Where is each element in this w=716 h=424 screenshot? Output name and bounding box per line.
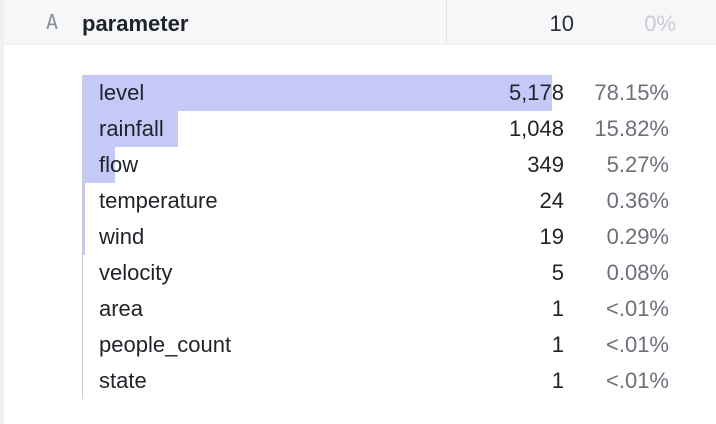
frequency-row[interactable]: temperature 24 0.36%	[83, 183, 683, 219]
frequency-row[interactable]: wind 19 0.29%	[83, 219, 683, 255]
frequency-row[interactable]: rainfall 1,048 15.82%	[83, 111, 683, 147]
value-percent: 78.15%	[594, 80, 669, 105]
value-count: 5	[551, 260, 564, 285]
frequency-row[interactable]: state 1 <.01%	[83, 363, 683, 399]
frequency-bar	[83, 183, 85, 219]
header-divider	[446, 0, 447, 44]
column-name: parameter	[82, 11, 189, 36]
value-percent: 0.29%	[606, 224, 669, 249]
frequency-bar	[83, 219, 85, 255]
value-label: temperature	[99, 188, 218, 213]
text-type-icon: A	[46, 10, 59, 34]
frequency-row[interactable]: area 1 <.01%	[83, 291, 683, 327]
value-percent: 0.08%	[606, 260, 669, 285]
value-frequency-list: level 5,178 78.15% rainfall 1,048 15.82%…	[82, 75, 683, 399]
value-count: 349	[527, 152, 564, 177]
value-percent: <.01%	[606, 368, 669, 393]
null-percent: 0%	[644, 11, 676, 36]
value-percent: 15.82%	[594, 116, 669, 141]
value-count: 24	[539, 188, 564, 213]
frequency-bar	[83, 75, 552, 111]
value-count: 19	[539, 224, 564, 249]
value-percent: 0.36%	[606, 188, 669, 213]
value-label: people_count	[99, 332, 232, 357]
value-label: flow	[99, 152, 139, 177]
frequency-row[interactable]: flow 349 5.27%	[83, 147, 683, 183]
value-percent: <.01%	[606, 332, 669, 357]
distinct-count: 10	[549, 11, 574, 36]
value-label: level	[99, 80, 145, 105]
value-count: 1	[551, 368, 564, 393]
value-label: velocity	[99, 260, 173, 285]
value-count: 1,048	[508, 116, 564, 141]
frequency-row[interactable]: people_count 1 <.01%	[83, 327, 683, 363]
frequency-row[interactable]: velocity 5 0.08%	[83, 255, 683, 291]
frequency-row[interactable]: level 5,178 78.15%	[83, 75, 683, 111]
value-count: 1	[551, 332, 564, 357]
panel-edge	[0, 0, 4, 424]
value-percent: <.01%	[606, 296, 669, 321]
value-label: rainfall	[99, 116, 164, 141]
value-percent: 5.27%	[606, 152, 669, 177]
value-label: wind	[99, 224, 145, 249]
frequency-bar	[83, 111, 178, 147]
value-count: 5,178	[508, 80, 564, 105]
value-label: state	[99, 368, 147, 393]
value-label: area	[99, 296, 144, 321]
value-count: 1	[551, 296, 564, 321]
column-header[interactable]: A parameter 10 0%	[4, 0, 716, 45]
frequency-bar	[83, 147, 115, 183]
